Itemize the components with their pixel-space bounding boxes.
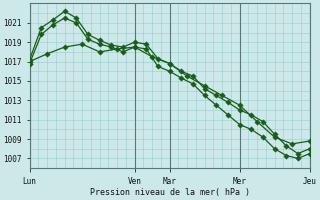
X-axis label: Pression niveau de la mer( hPa ): Pression niveau de la mer( hPa ) <box>90 188 250 197</box>
